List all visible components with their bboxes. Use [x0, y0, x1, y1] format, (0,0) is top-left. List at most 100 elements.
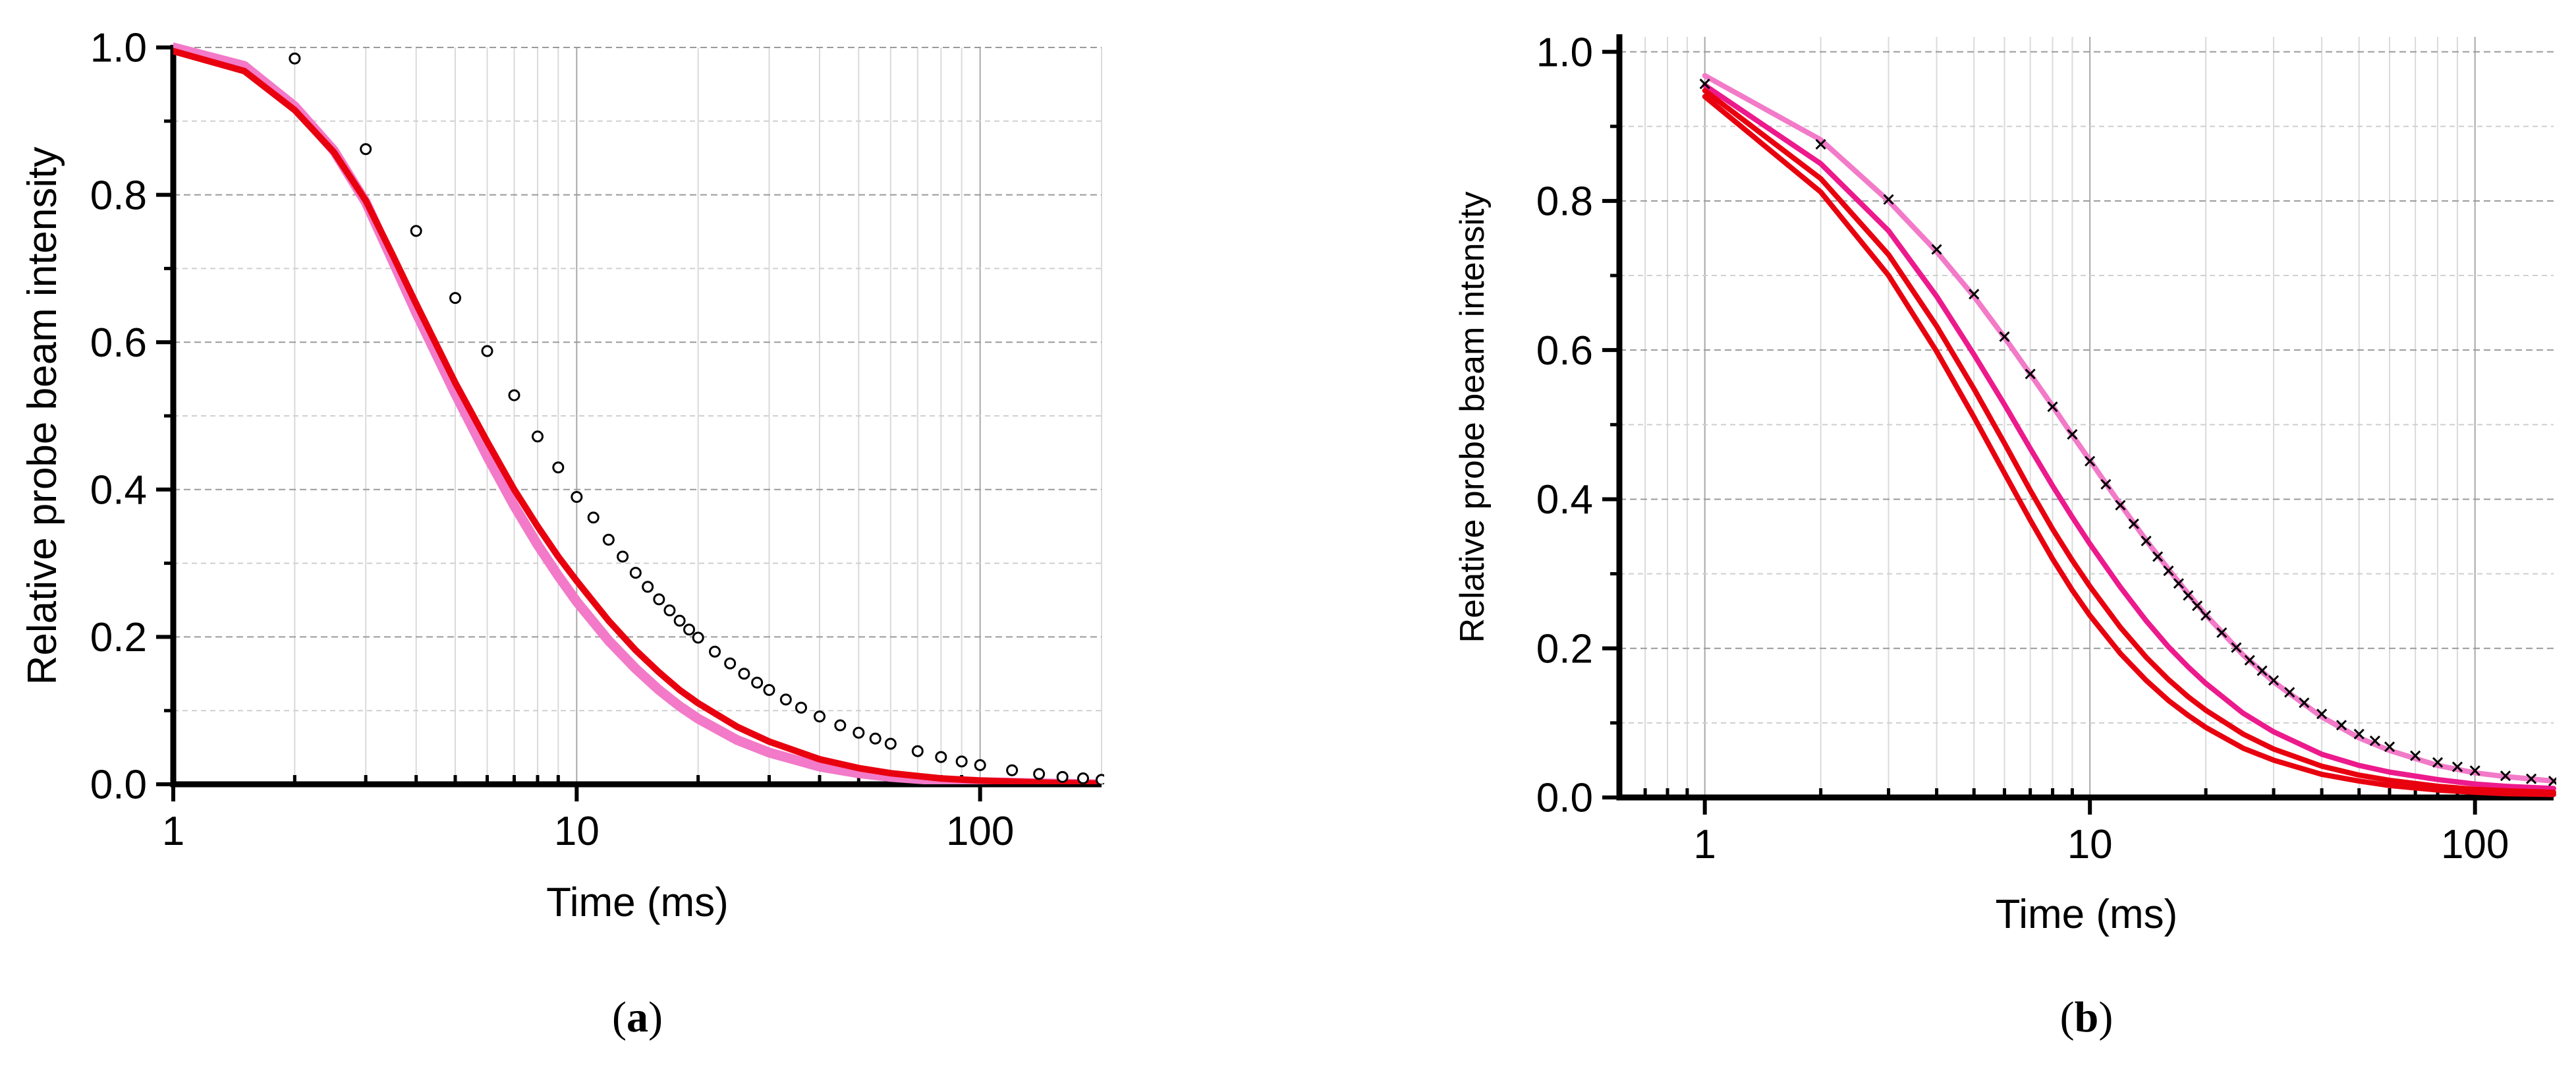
data-point — [2451, 761, 2463, 772]
data-point — [2284, 687, 2295, 698]
data-point — [974, 759, 986, 771]
y-tick-label: 0.4 — [1536, 477, 1593, 523]
data-point — [2548, 776, 2556, 787]
y-tick-label: 0.2 — [90, 615, 147, 660]
data-point — [2128, 518, 2139, 529]
data-point — [763, 683, 775, 696]
data-point — [1883, 194, 1894, 205]
x-axis-title: Time (ms) — [1996, 892, 2178, 937]
data-point — [360, 143, 372, 156]
data-point — [2469, 765, 2480, 776]
data-point — [738, 668, 750, 680]
data-point — [2299, 697, 2310, 708]
data-point — [1033, 768, 1046, 780]
y-tick-label: 0.0 — [90, 763, 147, 808]
x-tick-label: 1 — [162, 809, 184, 854]
data-point — [2369, 735, 2380, 747]
y-axis-title: Relative probe beam intensity — [1453, 191, 1492, 643]
chart-panel-a: 0.0 0.2 0.4 0.6 0.8 1.0 1 10 100 Time (ms) Relativ… — [20, 26, 1104, 1041]
data-point — [692, 631, 704, 644]
data-point — [724, 657, 737, 670]
data-point — [884, 737, 897, 750]
series-line-red — [173, 47, 1104, 784]
data-point — [751, 676, 764, 689]
data-point — [673, 614, 686, 627]
x-tick-label: 100 — [946, 809, 1014, 854]
grid — [1619, 37, 2554, 798]
y-tick-label: 1.0 — [1536, 30, 1593, 75]
data-point — [834, 719, 847, 732]
data-point — [1096, 774, 1104, 784]
series-line-red — [1702, 88, 2556, 795]
data-point — [2410, 750, 2421, 761]
data-point — [663, 604, 676, 617]
data-point — [2526, 773, 2537, 784]
data-point — [2115, 500, 2126, 511]
data-point — [531, 430, 544, 443]
data-point — [955, 755, 968, 768]
data-point — [2200, 610, 2212, 621]
plot-area — [1699, 72, 2556, 797]
panel-caption: (a) — [612, 993, 663, 1041]
data-point — [653, 593, 665, 606]
y-tick-label: 0.8 — [1536, 179, 1593, 225]
x-tick-label: 100 — [2441, 822, 2509, 867]
data-point — [2163, 565, 2174, 577]
data-point — [2141, 535, 2152, 546]
data-point — [571, 490, 583, 503]
data-point — [779, 693, 792, 706]
y-axis-title: Relative probe beam intensity — [20, 147, 65, 685]
y-tick-label: 0.4 — [90, 468, 147, 513]
data-point — [289, 52, 301, 65]
data-point — [683, 623, 696, 636]
data-point — [1006, 764, 1019, 776]
data-point — [2353, 728, 2365, 739]
data-point — [853, 726, 865, 739]
chart-panel-b: 0.0 0.2 0.4 0.6 0.8 1.0 1 10 100 Time (ms) Relativ… — [1453, 30, 2556, 1041]
data-point — [2231, 642, 2242, 653]
data-point — [813, 710, 826, 723]
data-point — [2268, 675, 2280, 686]
data-point — [1815, 138, 1826, 150]
data-point — [2183, 590, 2194, 601]
y-tick-label: 1.0 — [90, 26, 147, 71]
data-point — [2244, 654, 2255, 666]
series-line-pink — [1702, 72, 2556, 784]
y-tick-label: 0.0 — [1536, 776, 1593, 821]
y-tick-label: 0.2 — [1536, 626, 1593, 672]
data-point — [2500, 770, 2511, 782]
data-point — [2316, 708, 2328, 720]
x-tick-label: 10 — [554, 809, 600, 854]
data-point — [449, 292, 462, 304]
data-point — [2256, 665, 2268, 676]
data-point — [1699, 78, 1710, 90]
data-point — [2152, 551, 2164, 562]
data-point — [1969, 289, 1980, 300]
data-point — [587, 511, 600, 524]
data-point — [2085, 455, 2096, 467]
data-point — [2067, 428, 2078, 440]
axes: 0.0 0.2 0.4 0.6 0.8 1.0 1 10 100 — [90, 26, 1104, 854]
grid — [173, 47, 1102, 785]
data-point — [795, 701, 807, 714]
data-point — [629, 567, 642, 579]
data-point — [1056, 770, 1069, 783]
y-tick-label: 0.8 — [90, 173, 147, 218]
data-point — [2192, 600, 2203, 612]
axes: 0.0 0.2 0.4 0.6 0.8 1.0 1 10 100 — [1536, 30, 2554, 867]
data-point — [552, 461, 565, 474]
y-tick-label: 0.6 — [90, 320, 147, 366]
data-point — [410, 225, 422, 237]
data-point — [2216, 627, 2227, 639]
data-point — [2384, 741, 2395, 753]
data-point — [2100, 478, 2112, 490]
data-point — [2432, 757, 2444, 768]
data-point — [642, 581, 654, 593]
x-tick-label: 10 — [2067, 822, 2113, 867]
data-point — [2047, 401, 2058, 413]
data-point — [935, 751, 947, 763]
series-line-red — [1702, 94, 2556, 797]
data-point — [1999, 331, 2010, 342]
data-point — [602, 533, 615, 546]
